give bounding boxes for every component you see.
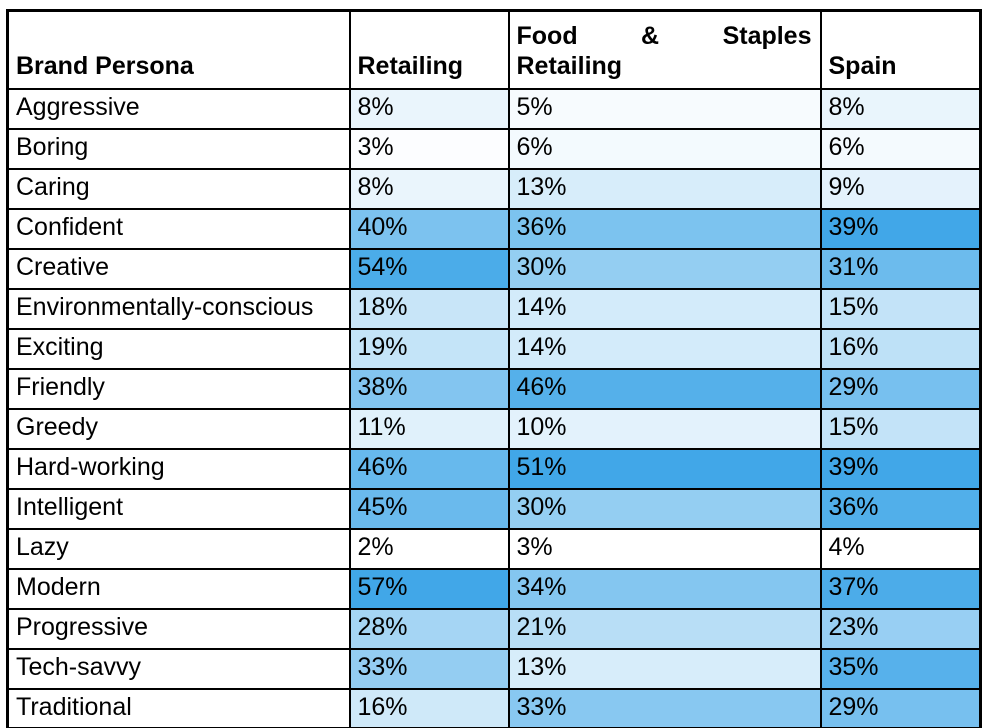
value-cell: 33% <box>507 687 822 728</box>
value-cell: 16% <box>819 327 982 370</box>
value-cell: 35% <box>819 647 982 690</box>
header-word-food: Food <box>516 21 578 50</box>
header-food-staples-retailing: Food & Staples Retailing <box>507 9 822 90</box>
persona-cell: Exciting <box>6 327 351 370</box>
table-row: Aggressive 8% 5% 8% <box>6 87 982 130</box>
value-cell: 3% <box>507 527 822 570</box>
value-cell: 4% <box>819 527 982 570</box>
persona-cell: Environmentally-conscious <box>6 287 351 330</box>
table-row: Environmentally-conscious 18% 14% 15% <box>6 287 982 330</box>
value-cell: 5% <box>507 87 822 130</box>
value-cell: 39% <box>819 447 982 490</box>
value-cell: 9% <box>819 167 982 210</box>
value-cell: 3% <box>348 127 510 170</box>
value-cell: 39% <box>819 207 982 250</box>
value-cell: 16% <box>348 687 510 728</box>
value-cell: 19% <box>348 327 510 370</box>
table-row: Friendly 38% 46% 29% <box>6 367 982 410</box>
value-cell: 45% <box>348 487 510 530</box>
persona-cell: Traditional <box>6 687 351 728</box>
persona-cell: Lazy <box>6 527 351 570</box>
header-food-line1: Food & Staples <box>517 21 812 52</box>
value-cell: 57% <box>348 567 510 610</box>
value-cell: 14% <box>507 327 822 370</box>
value-cell: 23% <box>819 607 982 650</box>
value-cell: 8% <box>348 87 510 130</box>
value-cell: 6% <box>507 127 822 170</box>
value-cell: 18% <box>348 287 510 330</box>
table-row: Boring 3% 6% 6% <box>6 127 982 170</box>
value-cell: 13% <box>507 167 822 210</box>
value-cell: 29% <box>819 367 982 410</box>
value-cell: 30% <box>507 247 822 290</box>
table-row: Hard-working 46% 51% 39% <box>6 447 982 490</box>
header-spain: Spain <box>819 9 982 90</box>
header-retailing: Retailing <box>348 9 510 90</box>
value-cell: 14% <box>507 287 822 330</box>
table-header: Brand Persona Retailing Food & Staples R… <box>6 9 982 90</box>
value-cell: 6% <box>819 127 982 170</box>
persona-cell: Tech-savvy <box>6 647 351 690</box>
persona-cell: Confident <box>6 207 351 250</box>
table-wrap: Brand Persona Retailing Food & Staples R… <box>6 9 982 728</box>
header-brand-persona: Brand Persona <box>6 9 351 90</box>
value-cell: 2% <box>348 527 510 570</box>
value-cell: 8% <box>819 87 982 130</box>
table-row: Lazy 2% 3% 4% <box>6 527 982 570</box>
header-row: Brand Persona Retailing Food & Staples R… <box>6 9 982 90</box>
value-cell: 29% <box>819 687 982 728</box>
value-cell: 40% <box>348 207 510 250</box>
value-cell: 33% <box>348 647 510 690</box>
value-cell: 15% <box>819 287 982 330</box>
value-cell: 28% <box>348 607 510 650</box>
value-cell: 15% <box>819 407 982 450</box>
persona-cell: Boring <box>6 127 351 170</box>
table-row: Modern 57% 34% 37% <box>6 567 982 610</box>
value-cell: 51% <box>507 447 822 490</box>
persona-cell: Progressive <box>6 607 351 650</box>
value-cell: 46% <box>348 447 510 490</box>
table-row: Confident 40% 36% 39% <box>6 207 982 250</box>
value-cell: 37% <box>819 567 982 610</box>
value-cell: 54% <box>348 247 510 290</box>
table-row: Caring 8% 13% 9% <box>6 167 982 210</box>
table-row: Exciting 19% 14% 16% <box>6 327 982 370</box>
persona-cell: Modern <box>6 567 351 610</box>
value-cell: 13% <box>507 647 822 690</box>
value-cell: 36% <box>819 487 982 530</box>
persona-cell: Friendly <box>6 367 351 410</box>
value-cell: 46% <box>507 367 822 410</box>
value-cell: 31% <box>819 247 982 290</box>
persona-cell: Aggressive <box>6 87 351 130</box>
persona-cell: Hard-working <box>6 447 351 490</box>
value-cell: 30% <box>507 487 822 530</box>
value-cell: 11% <box>348 407 510 450</box>
header-food-line2: Retailing <box>516 52 623 80</box>
table-row: Progressive 28% 21% 23% <box>6 607 982 650</box>
header-word-ampersand: & <box>641 21 660 50</box>
table-row: Tech-savvy 33% 13% 35% <box>6 647 982 690</box>
heatmap-table: Brand Persona Retailing Food & Staples R… <box>6 9 982 728</box>
value-cell: 10% <box>507 407 822 450</box>
table-row: Greedy 11% 10% 15% <box>6 407 982 450</box>
persona-cell: Intelligent <box>6 487 351 530</box>
persona-cell: Greedy <box>6 407 351 450</box>
value-cell: 34% <box>507 567 822 610</box>
value-cell: 21% <box>507 607 822 650</box>
table-body: Aggressive 8% 5% 8% Boring 3% 6% 6% Caring 8% 13% 9… <box>6 87 982 728</box>
table-row: Creative 54% 30% 31% <box>6 247 982 290</box>
persona-cell: Creative <box>6 247 351 290</box>
table-row: Intelligent 45% 30% 36% <box>6 487 982 530</box>
table-row: Traditional 16% 33% 29% <box>6 687 982 728</box>
persona-cell: Caring <box>6 167 351 210</box>
value-cell: 36% <box>507 207 822 250</box>
value-cell: 8% <box>348 167 510 210</box>
value-cell: 38% <box>348 367 510 410</box>
header-word-staples: Staples <box>722 21 812 50</box>
